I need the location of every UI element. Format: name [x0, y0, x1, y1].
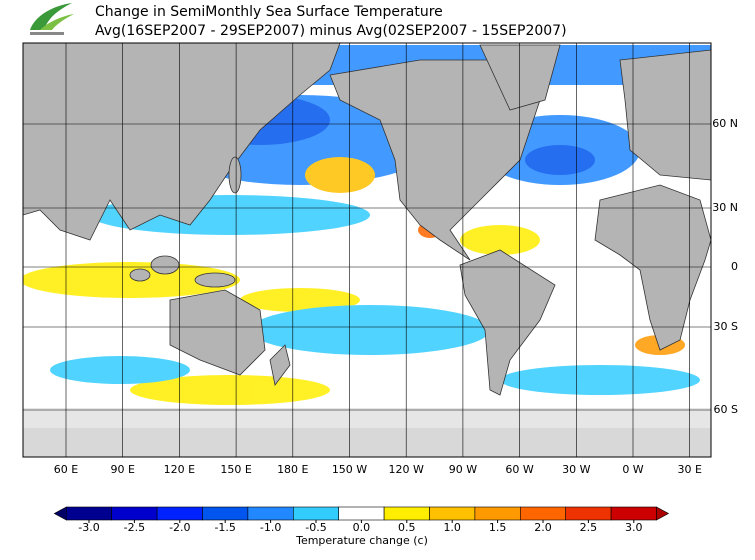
colorbar-swatch	[111, 506, 158, 521]
colorbar-swatch	[519, 506, 566, 521]
sst-pattern	[23, 45, 711, 405]
colorbar-swatch	[292, 506, 339, 521]
colorbar-tick-label: 1.0	[443, 521, 461, 534]
lon-label: 60 W	[505, 463, 533, 476]
map-title: Change in SemiMonthly Sea Surface Temper…	[95, 4, 443, 20]
colorbar-tick-label: 0.0	[353, 521, 371, 534]
lon-label: 30 E	[677, 463, 701, 476]
colorbar-tick-label: -2.5	[124, 521, 145, 534]
colorbar-tick-label: 3.0	[625, 521, 643, 534]
lat-label: 30 S	[714, 320, 738, 333]
colorbar-label: Temperature change (c)	[295, 534, 428, 547]
logo	[30, 3, 74, 35]
lon-label: 150 W	[332, 463, 367, 476]
colorbar-tick-label: 1.5	[489, 521, 507, 534]
colorbar-tick-label: 2.5	[580, 521, 598, 534]
colorbar-tick-label: 2.0	[534, 521, 552, 534]
colorbar-under	[53, 506, 67, 521]
colorbar-tick-label: -3.0	[78, 521, 99, 534]
lon-label: 60 E	[54, 463, 78, 476]
colorbar-swatch	[383, 506, 430, 521]
colorbar-over	[656, 506, 670, 521]
lat-label: 60 N	[712, 117, 738, 130]
lat-label: 0	[731, 260, 738, 273]
colorbar-tick-label: -1.0	[260, 521, 281, 534]
colorbar: -3.0 -2.5 -2.0 -1.5 -1.0 -0.5 0.0 0.5 1.0 1.5 2.0 2…	[53, 506, 670, 534]
colorbar-swatch	[565, 506, 612, 521]
colorbar-swatch	[156, 506, 203, 521]
lon-label: 30 W	[562, 463, 590, 476]
map: 60 E 90 E 120 E 150 E 180 E 150 W 120 W 90 W 60 …	[22, 42, 738, 476]
colorbar-tick-label: 0.5	[398, 521, 416, 534]
lon-label: 120 W	[389, 463, 424, 476]
colorbar-swatch	[247, 506, 294, 521]
lon-label: 0 W	[622, 463, 643, 476]
colorbar-swatch	[202, 506, 249, 521]
colorbar-swatch	[429, 506, 476, 521]
colorbar-swatch	[474, 506, 521, 521]
lon-label: 120 E	[164, 463, 195, 476]
colorbar-swatch	[338, 506, 385, 521]
colorbar-tick-label: -2.0	[169, 521, 190, 534]
lat-label: 60 S	[714, 403, 738, 416]
colorbar-swatch	[66, 506, 113, 521]
lon-label: 150 E	[220, 463, 251, 476]
colorbar-tick-label: -1.5	[214, 521, 235, 534]
lon-label: 90 W	[449, 463, 477, 476]
lon-label: 180 E	[277, 463, 308, 476]
lon-label: 90 E	[110, 463, 134, 476]
map-subtitle: Avg(16SEP2007 - 29SEP2007) minus Avg(02S…	[95, 23, 567, 39]
colorbar-swatch	[610, 506, 657, 521]
colorbar-tick-label: -0.5	[305, 521, 326, 534]
lat-label: 30 N	[712, 201, 738, 214]
